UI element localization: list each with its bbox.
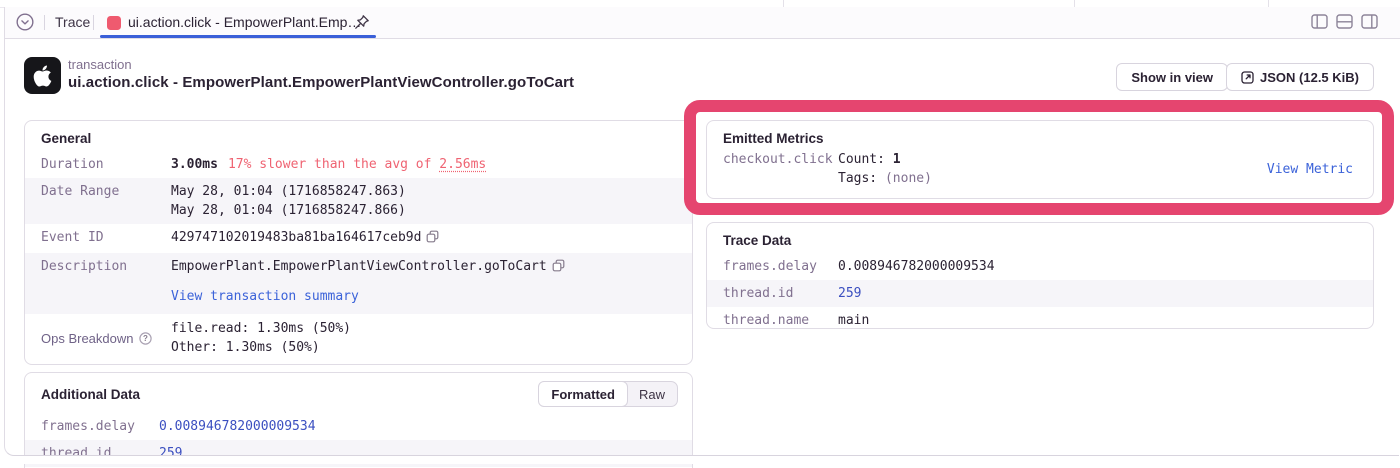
trace-thread-name-value: main [838,313,870,328]
metric-count: Count: 1 [838,152,901,167]
apple-platform-icon [24,57,61,94]
general-card: General Duration 3.00ms 17% slower than t… [24,120,693,365]
duration-key: Duration [41,157,104,172]
show-in-view-label: Show in view [1131,69,1213,85]
drawer-tab-bar: Trace ui.action.click - EmpowerPlant.Emp… [5,7,1400,39]
date-range-key: Date Range [41,184,120,199]
trace-data-card: Trace Data frames.delay 0.00894678200000… [706,222,1374,329]
raw-tab[interactable]: Raw [638,386,665,402]
additional-data-title: Additional Data [41,386,141,402]
general-title: General [41,131,92,146]
duration-value: 3.00ms 17% slower than the avg of 2.56ms [171,157,487,172]
copy-icon[interactable] [552,259,565,278]
page-title: ui.action.click - EmpowerPlant.EmpowerPl… [68,74,575,91]
top-strip-divider [783,0,784,7]
trace-data-title: Trace Data [723,233,792,248]
transaction-type-icon [107,16,121,30]
tab-divider [44,15,45,30]
description-value: EmpowerPlant.EmpowerPlantViewController.… [171,257,676,306]
top-strip-divider [1074,0,1075,7]
trace-frames-delay-value: 0.008946782000009534 [838,259,995,274]
trace-frames-delay-row: frames.delay 0.008946782000009534 [707,253,1373,280]
emitted-metric-row: checkout.click Count: 1 Tags: (none) Vie… [707,149,1373,192]
ops-breakdown-row: Ops Breakdown ? file.read: 1.30ms (50%) … [25,314,692,364]
frames-delay-value: 0.008946782000009534 [159,419,316,434]
duration-row: Duration 3.00ms 17% slower than the avg o… [25,151,692,178]
layout-left-panel-icon[interactable] [1311,14,1328,34]
ops-breakdown-key: Ops Breakdown ? [41,329,171,348]
view-metric-link[interactable]: View Metric [1266,161,1353,177]
collapse-chevron-icon[interactable] [16,13,34,36]
top-strip-divider [1268,0,1269,7]
pin-icon[interactable] [354,14,370,35]
formatted-tab[interactable]: Formatted [538,381,628,407]
event-type-label: transaction [68,57,132,72]
event-id-row: Event ID 429747102019483ba81ba164617ceb9… [25,224,692,253]
event-id-value: 429747102019483ba81ba164617ceb9d [171,228,676,249]
emitted-metrics-card: Emitted Metrics checkout.click Count: 1 … [706,120,1374,199]
help-icon[interactable]: ? [138,331,152,345]
copy-icon[interactable] [426,230,439,249]
trace-thread-name-row: thread.name main [707,307,1373,334]
event-id-key: Event ID [41,230,104,245]
active-tab-underline [100,35,376,38]
json-button[interactable]: JSON (12.5 KiB) [1226,63,1374,91]
metric-details: Count: 1 Tags: (none) [838,150,932,188]
layout-bottom-panel-icon[interactable] [1336,14,1353,34]
view-transaction-summary-link[interactable]: View transaction summary [171,289,359,304]
date-range-row: Date Range May 28, 01:04 (1716858247.863… [25,178,692,224]
tab-trace[interactable]: Trace [55,14,91,30]
external-link-icon [1241,70,1254,84]
additional-data-card: Additional Data Formatted Raw frames.del… [24,372,693,468]
trace-thread-id-row: thread.id 259 [707,280,1373,307]
ops-breakdown-value: file.read: 1.30ms (50%) Other: 1.30ms (5… [171,321,352,355]
frames-delay-key: frames.delay [41,419,135,434]
date-range-value: May 28, 01:04 (1716858247.863) May 28, 0… [171,184,406,218]
frames-delay-row: frames.delay 0.008946782000009534 [25,413,692,440]
metric-name: checkout.click [723,152,833,167]
format-toggle: Formatted Raw [538,381,678,407]
trace-thread-id-value: 259 [838,286,862,301]
svg-text:?: ? [143,334,148,343]
avg-duration-tooltip[interactable]: 2.56ms [439,157,487,172]
description-key: Description [41,259,128,274]
json-button-label: JSON (12.5 KiB) [1260,69,1359,85]
emitted-metrics-title: Emitted Metrics [723,131,824,146]
tab-active-transaction[interactable]: ui.action.click - EmpowerPlant.Emp… [128,14,362,30]
trace-thread-id-key: thread.id [723,286,794,301]
metric-tags: Tags: (none) [838,171,932,186]
layout-right-panel-icon[interactable] [1361,14,1378,34]
trace-frames-delay-key: frames.delay [723,259,817,274]
description-row: Description EmpowerPlant.EmpowerPlantVie… [25,253,692,314]
trace-thread-name-key: thread.name [723,313,810,328]
bottom-mask [0,456,1400,464]
tab-divider [93,15,94,30]
show-in-view-button[interactable]: Show in view [1116,63,1228,91]
